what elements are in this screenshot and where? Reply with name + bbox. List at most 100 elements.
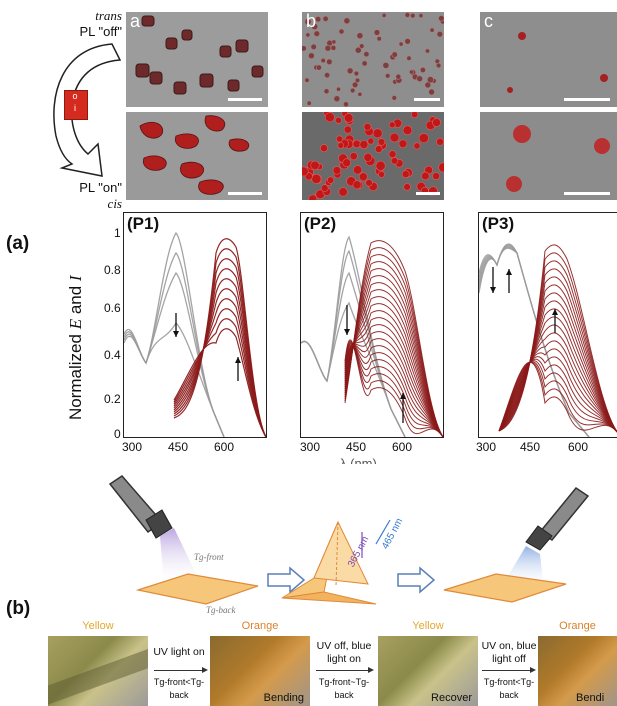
crystal-dot (310, 160, 320, 171)
step-arrow (482, 670, 534, 671)
y-tick: 1 (114, 226, 121, 240)
spectrum-curve (479, 247, 590, 437)
step-arrowhead (530, 667, 536, 673)
spectrum-curve (498, 332, 617, 433)
crystal-dot (357, 91, 363, 97)
pl-off-label: PL "off" (79, 24, 122, 39)
spectrum-curve (498, 300, 617, 433)
crystal-dot (323, 88, 330, 95)
plot-p2 (300, 212, 444, 438)
step-label: UV light on (153, 646, 205, 658)
micrograph-b-on (302, 112, 444, 200)
trend-arrowhead (173, 331, 179, 337)
crystal-dot (382, 62, 390, 69)
scale-bar (564, 192, 610, 195)
spectrum-curve (498, 361, 617, 433)
crystal-dot (377, 138, 386, 146)
spectrum-curve (498, 244, 617, 433)
photo-tag: Bendi (576, 692, 605, 704)
micrograph-label-b: b (306, 12, 317, 31)
tg-back-label: Tg-back (206, 605, 236, 615)
crystal-dot (304, 77, 310, 83)
crystal-dot (352, 165, 363, 175)
tg-front-label: Tg-front (194, 552, 224, 562)
crystal-dot (349, 87, 356, 94)
crystal-dot (324, 72, 331, 79)
crystal-dot (311, 173, 322, 184)
crystal-dot (343, 17, 351, 25)
crystal-dot (336, 86, 341, 92)
crystal-dot (419, 66, 426, 73)
photo-orange-bending: Bending (210, 636, 310, 706)
micrograph-c-on (480, 112, 617, 200)
crystal-dot (425, 48, 431, 54)
crystal-dot (409, 69, 414, 75)
film-bending (281, 519, 391, 605)
spectrum-curve (344, 296, 443, 437)
spectrum-curve (301, 271, 406, 437)
spectrum-curve (173, 288, 266, 437)
crystal-dot (435, 62, 442, 69)
crystal-dot (391, 95, 398, 101)
crystal-dot (390, 157, 399, 165)
film-flat (443, 573, 567, 603)
trend-arrowhead (344, 329, 350, 335)
x-tick: 300 (476, 440, 497, 454)
step-relation: Tg-front~Tg-back (318, 677, 370, 700)
crystal-dot (320, 144, 328, 153)
crystal-dot (342, 158, 352, 168)
micrograph-label-c: c (484, 12, 493, 31)
spectrum-curve (173, 278, 266, 437)
x-tick: 450 (168, 440, 189, 454)
crystal-dot (436, 137, 444, 146)
trend-arrowhead (400, 393, 406, 399)
spectrum-curve (498, 316, 617, 433)
spectrum-curve (173, 308, 266, 437)
crystal-dot (351, 81, 359, 89)
crystal-dot (388, 150, 397, 159)
plot-p3 (478, 212, 617, 438)
photo-caption: Yellow (412, 620, 444, 632)
step-arrow (154, 670, 206, 671)
spectrum-curve (498, 361, 617, 433)
spectrum-curve (344, 282, 443, 437)
crystal-dot (416, 75, 423, 82)
spectrum-curve (173, 238, 266, 437)
crystal-dot (384, 73, 391, 79)
spectrum-curve (498, 340, 617, 433)
spectrum-curve (344, 289, 443, 437)
crystal-dot (311, 23, 319, 30)
crystal-dot (438, 15, 444, 22)
photo-yellow-start (48, 636, 148, 706)
crystal-dot (306, 100, 312, 106)
switch-icon (64, 90, 88, 120)
y-tick: 0.4 (104, 348, 121, 362)
crystal-dot (352, 180, 362, 190)
crystal-dot (324, 44, 332, 52)
crystal-dot (302, 45, 307, 52)
crystal-dot (432, 118, 441, 127)
blue-flashlight-icon (502, 486, 590, 590)
crystal-dot (406, 55, 412, 61)
spectrum-curve (173, 328, 266, 437)
crystal-dot (398, 139, 408, 149)
crystal-dot (391, 51, 398, 58)
crystal-dot (354, 46, 362, 54)
crystal-dot (376, 36, 382, 42)
crystal-dot (324, 112, 335, 123)
y-tick: 0.6 (104, 301, 121, 315)
trend-arrowhead (235, 357, 241, 363)
crystal-dot (322, 15, 329, 22)
crystal-dot (335, 135, 343, 143)
panel-label-b: (b) (6, 598, 31, 619)
panel-label-a: (a) (6, 233, 30, 254)
crystal-dot (418, 133, 429, 144)
scheme-diagram (108, 475, 590, 605)
scale-bar (414, 98, 440, 101)
crystal-dot (332, 166, 342, 175)
crystal-dot (402, 125, 413, 136)
crystal-dot (338, 28, 345, 35)
crystal-dot (346, 67, 354, 75)
crystal-dot (349, 152, 358, 161)
spectrum-curve (344, 310, 443, 437)
